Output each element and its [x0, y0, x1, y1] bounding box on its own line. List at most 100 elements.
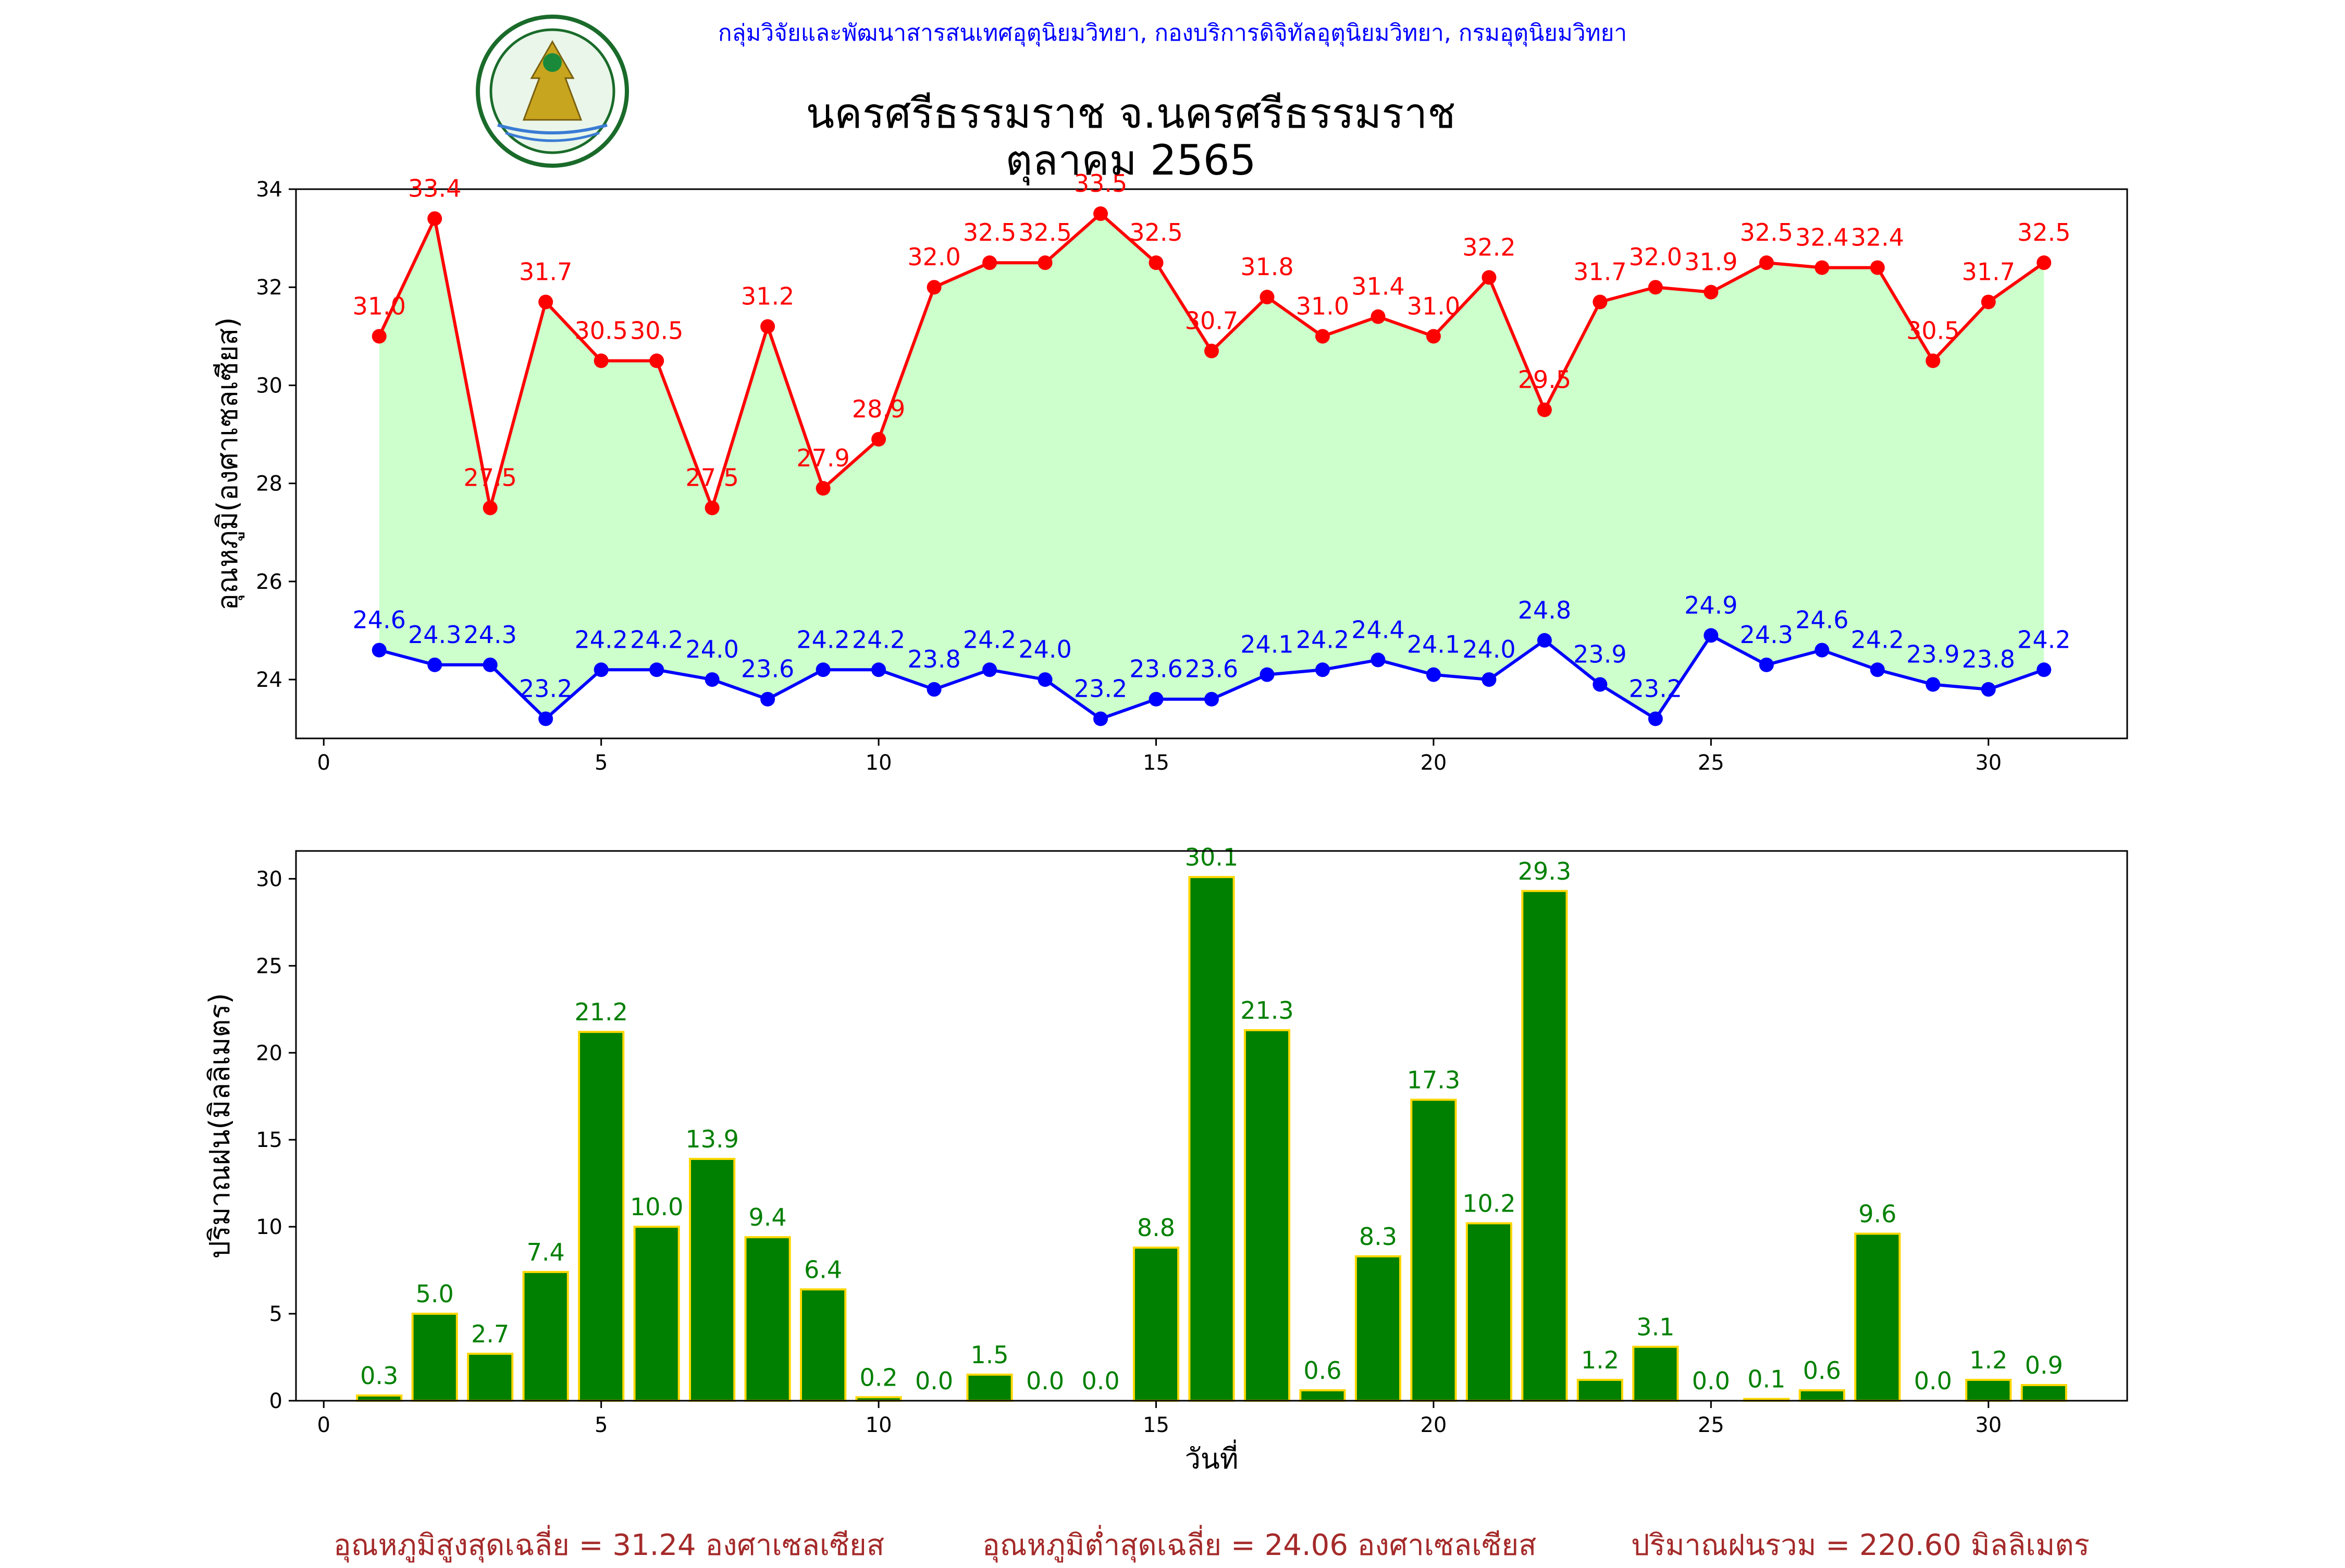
max-temp-point — [1815, 260, 1830, 275]
min-temp-data-label: 24.2 — [1296, 625, 1349, 653]
rain-bar — [578, 1031, 625, 1402]
rain-data-label: 8.8 — [1137, 1214, 1175, 1242]
max-temp-data-label: 32.0 — [1629, 243, 1682, 271]
min-temp-point — [1426, 667, 1441, 682]
min-temp-data-label: 24.2 — [2017, 625, 2070, 653]
rain-data-label: 21.2 — [574, 998, 627, 1026]
min-temp-data-label: 24.3 — [1740, 621, 1793, 649]
min-temp-data-label: 24.3 — [408, 621, 461, 649]
min-temp-point — [816, 662, 831, 677]
min-temp-data-label: 23.6 — [741, 655, 794, 683]
rain-bar — [356, 1394, 403, 1402]
min-temp-data-label: 24.6 — [353, 606, 406, 634]
min-temp-point — [705, 672, 720, 687]
temp-x-tick-label: 15 — [1143, 751, 1169, 775]
rain-x-tick-label: 5 — [595, 1413, 608, 1437]
min-temp-point — [483, 657, 498, 672]
max-temp-point — [760, 319, 775, 334]
rain-data-label: 0.0 — [1026, 1367, 1064, 1395]
min-temp-point — [427, 657, 442, 672]
max-temp-data-label: 30.5 — [574, 316, 627, 344]
max-temp-data-label: 32.5 — [1740, 218, 1793, 246]
max-temp-point — [372, 329, 387, 344]
rain-y-axis-label: ปริมาณฝน(มิลลิเมตร) — [203, 993, 236, 1259]
rain-bar — [1243, 1029, 1291, 1402]
min-temp-point — [1704, 628, 1719, 643]
rain-data-label: 10.0 — [630, 1193, 683, 1221]
max-temp-point — [1981, 294, 1996, 310]
temp-y-tick-label: 34 — [256, 178, 282, 202]
max-temp-data-label: 31.8 — [1240, 253, 1293, 281]
min-temp-point — [1260, 667, 1275, 682]
max-temp-data-label: 32.5 — [1129, 218, 1182, 246]
max-temp-point — [1759, 255, 1774, 270]
temp-y-tick-label: 28 — [256, 472, 282, 496]
rain-data-label: 8.3 — [1359, 1223, 1397, 1251]
max-temp-point — [1926, 353, 1941, 368]
min-temp-point — [760, 692, 775, 707]
rain-frame — [295, 850, 2128, 1402]
max-temp-data-label: 31.7 — [1573, 257, 1626, 286]
rain-x-tick-label: 25 — [1698, 1413, 1724, 1437]
rain-bar — [1188, 876, 1235, 1402]
rain-data-label: 5.0 — [416, 1280, 454, 1308]
rain-y-tick-label: 25 — [256, 954, 282, 978]
rain-bar — [411, 1313, 458, 1402]
max-temp-data-label: 31.0 — [1407, 292, 1460, 320]
min-temp-data-label: 23.8 — [1962, 645, 2015, 673]
min-temp-point — [1870, 662, 1885, 677]
rain-bar — [467, 1352, 514, 1402]
rain-y-tick-label: 10 — [256, 1215, 282, 1239]
temp-frame — [295, 188, 2128, 739]
rain-bar — [633, 1226, 680, 1402]
max-temp-point — [483, 500, 498, 515]
max-temp-point — [1315, 329, 1330, 344]
min-temp-point — [1759, 657, 1774, 672]
rain-bar — [1132, 1246, 1180, 1402]
rain-bar — [1798, 1389, 1845, 1402]
rain-data-label: 0.6 — [1803, 1356, 1841, 1385]
min-temp-data-label: 24.0 — [1018, 635, 1071, 663]
min-temp-data-label: 24.1 — [1240, 631, 1293, 659]
min-temp-point — [871, 662, 886, 677]
min-temp-point — [1537, 633, 1552, 648]
rain-data-label: 0.0 — [1914, 1367, 1952, 1395]
temp-x-tick-label: 20 — [1420, 751, 1447, 775]
max-temp-data-label: 31.4 — [1351, 273, 1404, 301]
rain-y-tick-label: 15 — [256, 1128, 282, 1152]
rain-bar — [1299, 1389, 1346, 1402]
max-temp-data-label: 33.4 — [408, 174, 461, 202]
min-temp-data-label: 23.8 — [907, 645, 960, 673]
min-temp-data-label: 24.9 — [1684, 591, 1737, 619]
summary-avg-max-temp: อุณหภูมิสูงสุดเฉลี่ย = 31.24 องศาเซลเซีย… — [334, 1528, 885, 1562]
max-temp-data-label: 32.5 — [963, 218, 1016, 246]
temp-x-tick-label: 25 — [1698, 751, 1724, 775]
rain-data-label: 17.3 — [1407, 1066, 1460, 1094]
max-temp-data-label: 27.5 — [685, 464, 738, 492]
min-temp-data-label: 23.6 — [1129, 655, 1182, 683]
min-temp-point — [2037, 662, 2052, 677]
max-temp-point — [1704, 285, 1719, 300]
rain-x-tick-label: 15 — [1143, 1413, 1169, 1437]
temp-y-tick-label: 26 — [256, 570, 282, 594]
rain-data-label: 0.1 — [1747, 1365, 1785, 1393]
max-temp-data-label: 32.5 — [1018, 218, 1071, 246]
rain-bar — [1465, 1222, 1513, 1402]
rain-data-label: 1.2 — [1581, 1346, 1619, 1374]
rain-data-label: 6.4 — [804, 1255, 842, 1283]
rain-data-label: 30.1 — [1185, 843, 1238, 871]
min-temp-point — [1093, 711, 1108, 726]
min-temp-data-label: 23.2 — [519, 674, 572, 702]
min-temp-data-label: 23.2 — [1074, 674, 1127, 702]
min-temp-data-label: 23.6 — [1185, 655, 1238, 683]
temp-x-tick-label: 5 — [595, 751, 608, 775]
max-temp-data-label: 32.0 — [907, 243, 960, 271]
agency-header: กลุ่มวิจัยและพัฒนาสารสนเทศอุตุนิยมวิทยา,… — [718, 20, 1627, 46]
max-temp-data-label: 27.5 — [463, 464, 516, 492]
max-temp-point — [871, 431, 886, 447]
min-temp-data-label: 24.2 — [852, 625, 905, 653]
min-temp-point — [1482, 672, 1497, 687]
rain-data-label: 0.2 — [860, 1363, 898, 1391]
max-temp-data-label: 31.0 — [1296, 292, 1349, 320]
rain-bar — [1354, 1255, 1402, 1402]
